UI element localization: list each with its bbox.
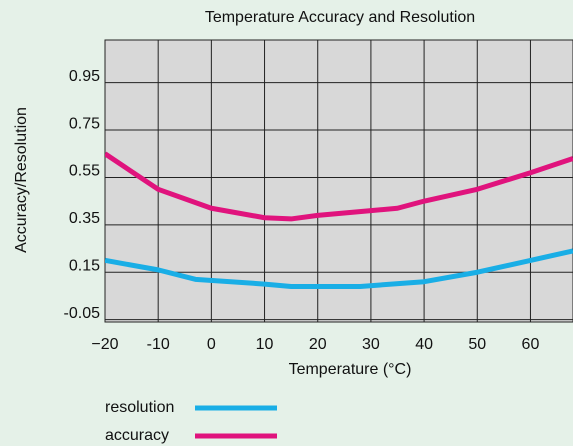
x-axis-label: Temperature (°C) bbox=[289, 361, 412, 378]
y-tick-label: 0.35 bbox=[69, 210, 100, 227]
x-tick-label: 0 bbox=[207, 336, 216, 353]
x-tick-label: 50 bbox=[468, 336, 486, 353]
chart-title: Temperature Accuracy and Resolution bbox=[205, 9, 475, 26]
y-tick-label: 0.75 bbox=[69, 115, 100, 132]
x-tick-label: 10 bbox=[256, 336, 274, 353]
y-tick-label: 0.55 bbox=[69, 163, 100, 180]
series-line bbox=[105, 151, 573, 222]
x-tick-label: −20 bbox=[91, 336, 118, 353]
y-tick-label: -0.05 bbox=[64, 305, 101, 322]
y-axis-label: Accuracy/Resolution bbox=[13, 107, 30, 253]
x-tick-label: -10 bbox=[147, 336, 170, 353]
legend-label: resolution bbox=[105, 399, 174, 416]
x-tick-label: 60 bbox=[522, 336, 540, 353]
y-tick-label: 0.95 bbox=[69, 68, 100, 85]
x-tick-label: 20 bbox=[309, 336, 327, 353]
series-line bbox=[105, 248, 573, 289]
x-tick-label: 30 bbox=[362, 336, 380, 353]
y-tick-label: 0.15 bbox=[69, 257, 100, 274]
x-tick-label: 40 bbox=[415, 336, 433, 353]
legend-label: accuracy bbox=[105, 427, 169, 444]
